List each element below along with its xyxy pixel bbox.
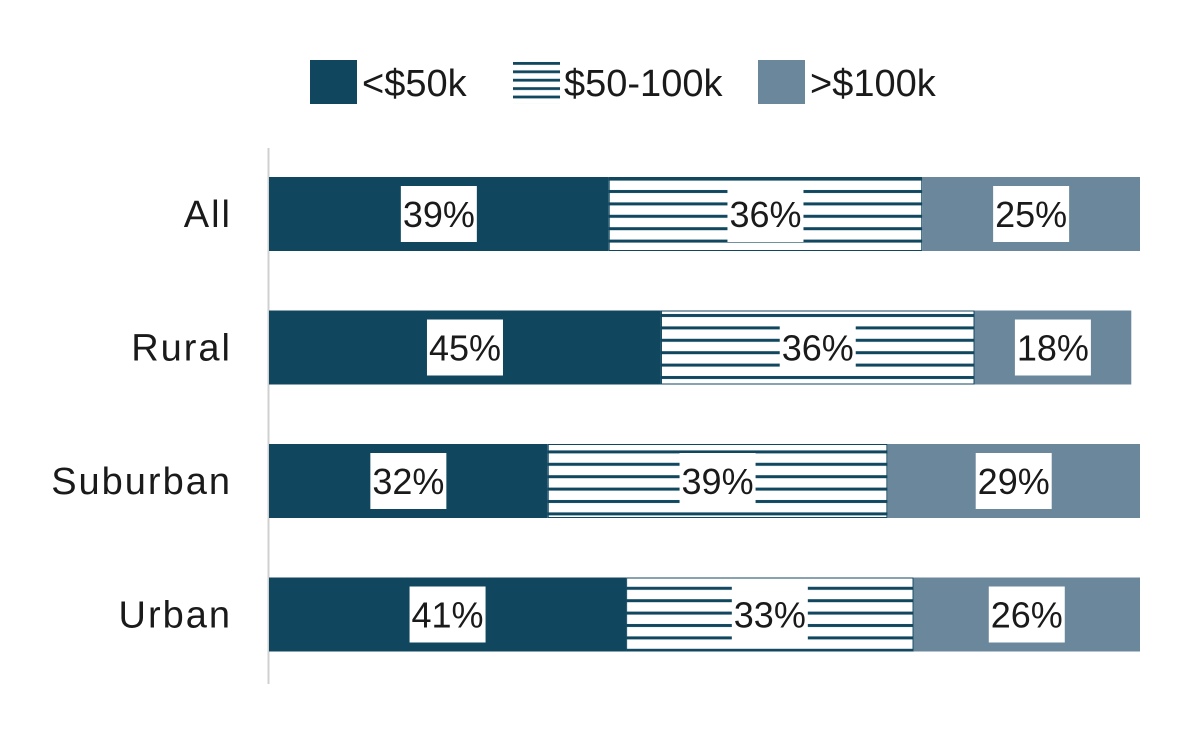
data-label-rural-series-3: 18% [1017, 328, 1089, 369]
category-label-suburban: Suburban [51, 461, 232, 503]
data-label-suburban-series-3: 29% [978, 461, 1050, 502]
data-label-box-rural-series-2 [779, 319, 856, 376]
data-label-box-all-series-3 [993, 186, 1070, 242]
bar-outline-urban-series-2 [626, 577, 914, 652]
category-label-all: All [184, 194, 232, 236]
legend: <$50k $50-100k >$100k [310, 60, 937, 105]
data-label-box-rural-series-3 [1014, 319, 1091, 376]
data-label-box-rural-series-1 [426, 319, 503, 376]
data-label-box-all-series-1 [400, 186, 477, 242]
data-label-all-series-1: 39% [403, 194, 475, 235]
data-label-box-urban-series-3 [988, 586, 1065, 643]
bar-outline-all-series-2 [608, 177, 923, 251]
data-label-box-urban-series-2 [731, 586, 808, 643]
data-label-urban-series-2: 33% [734, 595, 806, 636]
legend-swatch-1 [310, 60, 357, 104]
data-label-box-suburban-series-2 [679, 453, 756, 509]
data-label-all-series-2: 36% [729, 194, 801, 235]
bars-group: All 39% 36% 25% Rural 45% 36% 18% Suburban 32% 39%… [51, 177, 1140, 652]
data-label-suburban-series-2: 39% [682, 461, 754, 502]
bar-outline-rural-series-2 [660, 310, 975, 385]
bar-outline-suburban-series-2 [547, 444, 888, 518]
data-label-suburban-series-1: 32% [372, 461, 444, 502]
data-label-box-all-series-2 [727, 186, 804, 242]
data-label-box-suburban-series-1 [370, 453, 447, 509]
data-label-box-suburban-series-3 [975, 453, 1052, 509]
data-label-rural-series-1: 45% [429, 328, 501, 369]
data-label-all-series-3: 25% [995, 194, 1067, 235]
category-label-urban: Urban [119, 595, 233, 637]
legend-swatch-3 [758, 60, 805, 104]
data-label-urban-series-3: 26% [991, 595, 1063, 636]
legend-label-3: >$100k [810, 63, 937, 105]
legend-label-2: $50-100k [564, 63, 723, 105]
data-label-urban-series-1: 41% [412, 595, 484, 636]
data-label-box-urban-series-1 [409, 586, 486, 643]
category-label-rural: Rural [131, 328, 232, 370]
legend-label-1: <$50k [362, 63, 468, 105]
legend-swatch-2 [513, 60, 560, 104]
data-label-rural-series-2: 36% [782, 328, 854, 369]
